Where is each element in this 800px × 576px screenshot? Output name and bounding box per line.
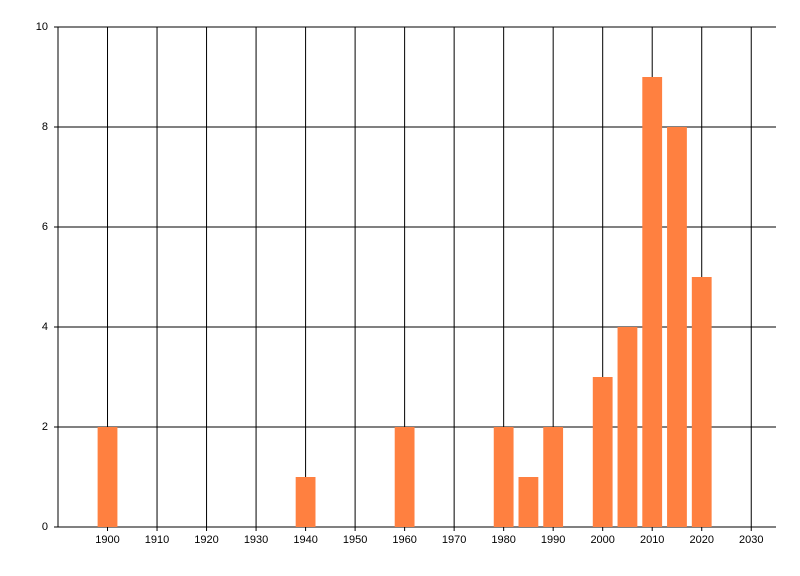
- y-tick-label: 6: [42, 221, 48, 233]
- x-tick-label: 1910: [145, 534, 169, 546]
- x-tick-label: 1970: [442, 534, 466, 546]
- bar: [295, 477, 316, 527]
- y-tick-label: 10: [36, 21, 48, 33]
- x-tick-label: 1940: [293, 534, 317, 546]
- bar: [394, 427, 415, 527]
- bar: [97, 427, 118, 527]
- bar: [642, 77, 663, 527]
- x-tick-label: 1930: [244, 534, 268, 546]
- x-tick-label: 2030: [739, 534, 763, 546]
- bar: [667, 127, 687, 527]
- x-tick-label: 1990: [541, 534, 565, 546]
- x-tick-label: 2010: [640, 534, 664, 546]
- bar: [543, 427, 564, 527]
- bar: [592, 377, 613, 527]
- bar: [617, 327, 638, 527]
- bar: [518, 477, 539, 527]
- x-tick-label: 1900: [95, 534, 119, 546]
- bar: [691, 277, 712, 527]
- y-tick-label: 2: [42, 421, 48, 433]
- bar: [493, 427, 514, 527]
- x-tick-label: 2020: [689, 534, 713, 546]
- x-tick-label: 1980: [491, 534, 515, 546]
- y-tick-label: 4: [42, 321, 48, 333]
- y-tick-label: 0: [42, 521, 48, 533]
- x-tick-label: 2000: [590, 534, 614, 546]
- x-tick-label: 1950: [343, 534, 367, 546]
- x-tick-label: 1920: [194, 534, 218, 546]
- x-tick-label: 1960: [392, 534, 416, 546]
- y-tick-label: 8: [42, 121, 48, 133]
